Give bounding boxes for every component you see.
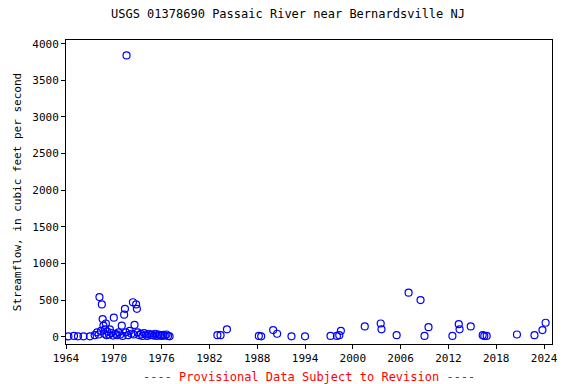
svg-text:1500: 1500 <box>32 221 59 234</box>
svg-text:2018: 2018 <box>483 352 510 365</box>
svg-text:2012: 2012 <box>435 352 462 365</box>
svg-text:3500: 3500 <box>32 74 59 87</box>
svg-text:1994: 1994 <box>292 352 319 365</box>
svg-text:500: 500 <box>39 294 59 307</box>
svg-text:1988: 1988 <box>244 352 271 365</box>
svg-text:1000: 1000 <box>32 257 59 270</box>
svg-text:0: 0 <box>52 331 59 344</box>
svg-text:1982: 1982 <box>196 352 223 365</box>
svg-text:4000: 4000 <box>32 38 59 51</box>
svg-text:2000: 2000 <box>32 184 59 197</box>
svg-text:3000: 3000 <box>32 111 59 124</box>
svg-text:---- Provisional Data Subject: ---- Provisional Data Subject to Revisio… <box>143 370 475 384</box>
svg-text:1964: 1964 <box>53 352 80 365</box>
svg-text:2024: 2024 <box>531 352 558 365</box>
svg-text:2500: 2500 <box>32 147 59 160</box>
svg-text:2000: 2000 <box>340 352 367 365</box>
svg-text:USGS 01378690 Passaic River ne: USGS 01378690 Passaic River near Bernard… <box>111 7 465 21</box>
svg-text:2006: 2006 <box>387 352 414 365</box>
svg-text:Streamflow, in cubic feet per: Streamflow, in cubic feet per second <box>11 73 24 311</box>
svg-text:1970: 1970 <box>101 352 128 365</box>
svg-text:1976: 1976 <box>148 352 175 365</box>
